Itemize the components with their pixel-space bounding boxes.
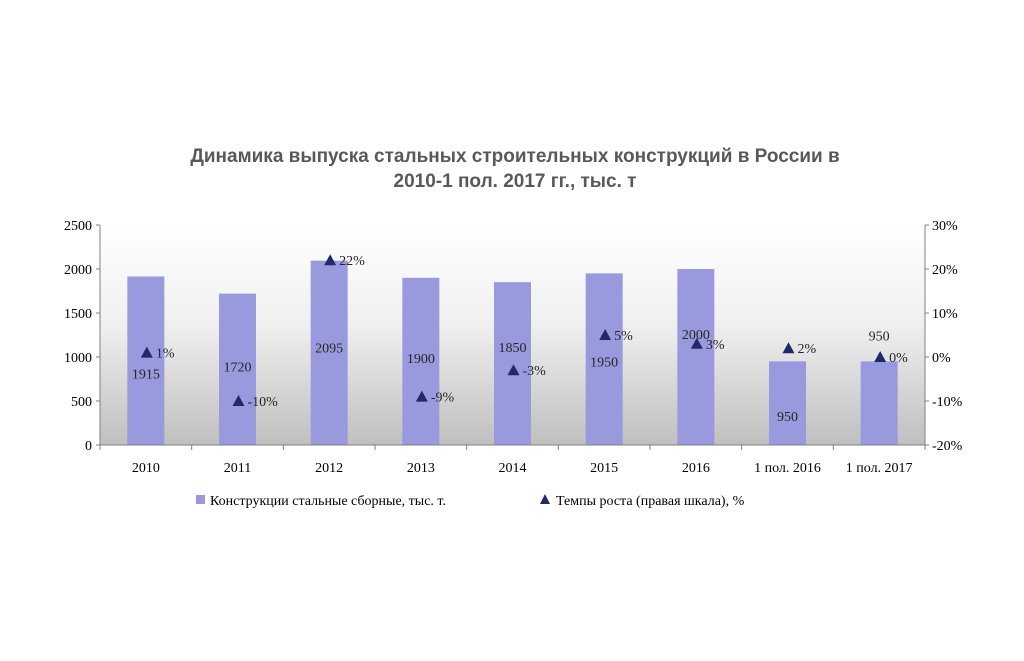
bar <box>494 282 531 445</box>
bar-value-label: 950 <box>777 410 798 425</box>
growth-marker <box>140 346 153 358</box>
x-tick-label: 2012 <box>315 461 343 476</box>
bar-value-label: 1720 <box>224 361 252 376</box>
growth-value-label: 2% <box>798 342 817 357</box>
growth-value-label: -9% <box>431 391 455 406</box>
left-tick-label: 0 <box>85 439 92 454</box>
legend-marker-growth <box>540 494 550 504</box>
right-tick-label: 30% <box>932 219 958 234</box>
x-tick-label: 2011 <box>224 461 251 476</box>
bar <box>219 293 256 445</box>
bar <box>402 277 440 445</box>
bar-value-label: 1850 <box>499 341 527 356</box>
growth-value-label: 22% <box>339 254 365 269</box>
bar <box>769 361 806 445</box>
right-tick-label: 0% <box>932 351 951 366</box>
x-tick-label: 1 пол. 2016 <box>754 461 821 476</box>
right-tick-label: 10% <box>932 307 958 322</box>
bar-value-label: 1915 <box>132 367 160 382</box>
bar-value-label: 2095 <box>315 342 343 357</box>
left-tick-label: 2000 <box>64 263 92 278</box>
bar <box>860 361 898 445</box>
growth-value-label: 0% <box>889 351 908 366</box>
left-tick-label: 500 <box>71 395 92 410</box>
chart-title-line-2: 2010-1 пол. 2017 гг., тыс. т <box>394 171 637 192</box>
legend-label-bars: Конструкции стальные сборные, тыс. т. <box>210 494 446 509</box>
growth-value-label: 3% <box>706 338 725 353</box>
bar <box>585 273 623 445</box>
left-tick-label: 2500 <box>64 219 92 234</box>
x-tick-label: 1 пол. 2017 <box>846 461 913 476</box>
chart-title-line-1: Динамика выпуска стальных строительных к… <box>190 146 839 167</box>
x-tick-label: 2015 <box>590 461 618 476</box>
growth-marker <box>415 390 428 402</box>
legend-label-growth: Темпы роста (правая шкала), % <box>556 494 745 509</box>
growth-value-label: -3% <box>523 364 547 379</box>
bar-value-label: 950 <box>869 329 890 344</box>
growth-value-label: 1% <box>156 347 175 362</box>
growth-marker <box>874 351 887 362</box>
bar <box>677 269 715 445</box>
right-tick-label: 20% <box>932 263 958 278</box>
x-tick-label: 2016 <box>682 461 710 476</box>
x-tick-label: 2014 <box>499 461 527 476</box>
growth-value-label: -10% <box>248 395 279 410</box>
bar-value-label: 1900 <box>407 352 435 367</box>
growth-marker <box>599 329 612 340</box>
x-tick-label: 2013 <box>407 461 435 476</box>
bar-value-label: 2000 <box>682 328 710 343</box>
growth-marker <box>782 342 795 354</box>
growth-marker <box>690 337 703 349</box>
growth-marker <box>232 395 245 406</box>
growth-value-label: 5% <box>614 329 633 344</box>
bar-value-label: 1950 <box>590 355 618 370</box>
x-tick-label: 2010 <box>132 461 160 476</box>
growth-marker <box>324 254 337 266</box>
bar <box>310 260 348 445</box>
bar <box>127 276 165 445</box>
right-tick-label: -20% <box>932 439 963 454</box>
growth-marker <box>507 364 520 376</box>
legend-swatch-bars <box>196 495 205 504</box>
left-tick-label: 1500 <box>64 307 92 322</box>
right-tick-label: -10% <box>932 395 963 410</box>
left-tick-label: 1000 <box>64 351 92 366</box>
